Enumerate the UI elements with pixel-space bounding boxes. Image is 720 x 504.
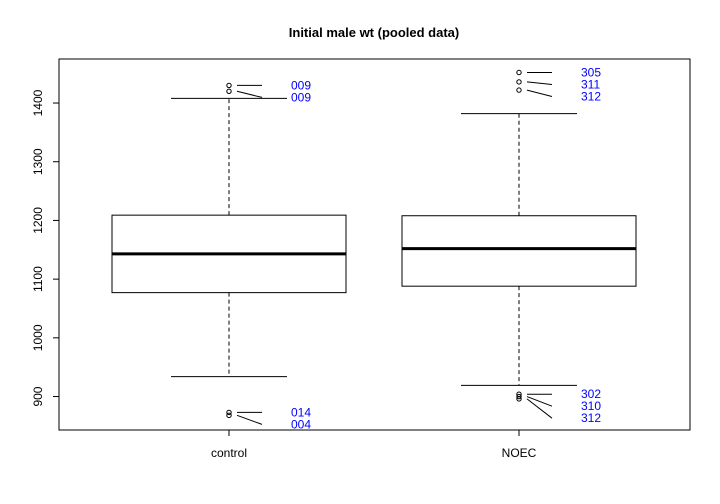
y-tick-label: 1100	[31, 266, 45, 292]
outlier-label: 305	[581, 66, 601, 80]
x-axis: control NOEC	[211, 429, 537, 460]
outlier-label: 014	[291, 405, 311, 419]
outlier-point	[516, 79, 522, 85]
outlier-leader-line	[526, 396, 553, 407]
plot-frame	[58, 58, 691, 431]
y-tick-label: 1300	[31, 148, 45, 175]
box-iqr	[401, 215, 637, 287]
y-tick-label: 1000	[31, 324, 45, 351]
y-tick-label: 1400	[31, 89, 45, 116]
outlier-leader-line	[526, 398, 553, 419]
x-tick-label: control	[211, 446, 247, 460]
x-tick-label: NOEC	[502, 446, 537, 460]
outlier-leader-line	[236, 90, 263, 98]
outlier-point	[516, 69, 522, 76]
outlier-label: 310	[581, 399, 601, 413]
outlier-point	[226, 412, 232, 419]
y-axis: 900 1000 1100 1200 1300 1400	[31, 89, 60, 407]
y-tick-label: 1200	[31, 207, 45, 234]
y-tick-label: 900	[31, 386, 45, 406]
outlier-label: 312	[581, 90, 601, 104]
outlier-point	[226, 82, 232, 89]
outlier-label: 009	[291, 78, 311, 92]
outlier-leader-line	[526, 81, 553, 85]
outlier-label: 009	[291, 90, 311, 104]
outlier-point	[516, 396, 522, 402]
outlier-label: 004	[291, 417, 311, 431]
outlier-point	[226, 88, 232, 94]
outlier-leader-line	[236, 414, 263, 425]
outlier-point	[516, 87, 522, 93]
outlier-leader-line	[526, 89, 553, 97]
outlier-label: 311	[581, 78, 600, 92]
outlier-point	[516, 393, 522, 400]
chart-title: Initial male wt (pooled data)	[289, 25, 459, 40]
outlier-point	[226, 409, 232, 416]
outlier-label: 312	[581, 411, 601, 425]
outlier-label: 302	[581, 387, 601, 401]
